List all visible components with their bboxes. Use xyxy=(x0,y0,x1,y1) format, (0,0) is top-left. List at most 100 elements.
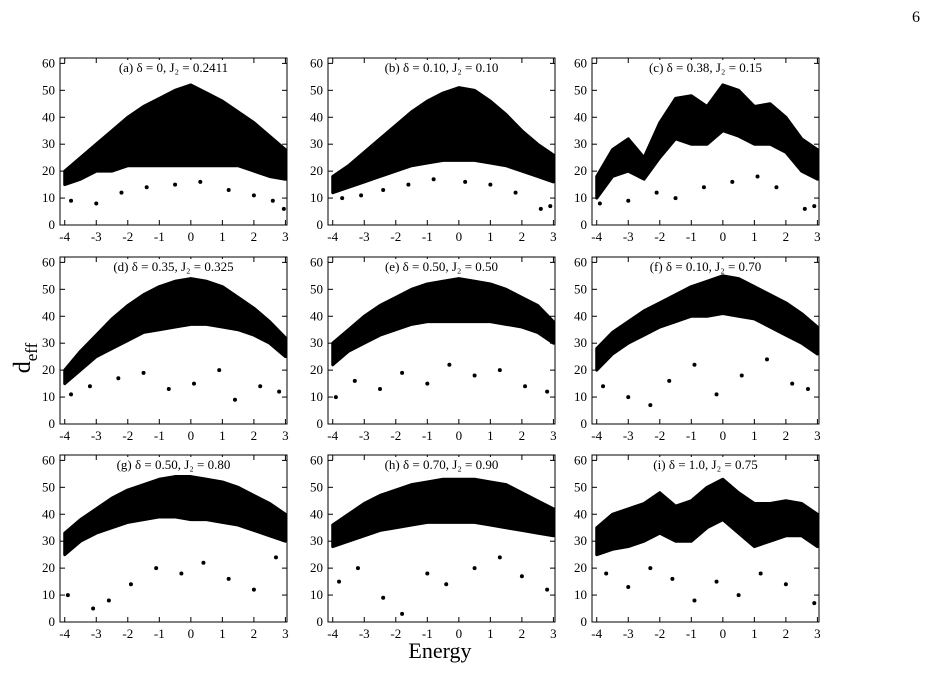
y-label-sub: eff xyxy=(22,342,41,361)
y-tick-label: 50 xyxy=(310,82,323,97)
x-tick-label: 1 xyxy=(751,626,758,641)
point xyxy=(805,386,810,391)
panel-title: (h) δ = 0.70, J₂ = 0.90 xyxy=(385,457,499,472)
title-bg xyxy=(103,259,244,274)
y-tick-label: 30 xyxy=(310,533,323,548)
point xyxy=(251,587,256,592)
point xyxy=(333,395,338,400)
point xyxy=(472,566,477,571)
point xyxy=(106,598,111,603)
x-tick-label: -3 xyxy=(359,626,370,641)
y-tick-label: 40 xyxy=(574,308,587,323)
title-bg xyxy=(103,60,244,75)
x-tick-label: 1 xyxy=(487,229,494,244)
axes-frame xyxy=(59,57,288,226)
point xyxy=(497,368,502,373)
point xyxy=(191,381,196,386)
x-tick-label: -3 xyxy=(623,229,634,244)
x-tick-label: 3 xyxy=(550,428,557,443)
point xyxy=(94,201,99,206)
y-tick-label: 60 xyxy=(42,452,55,467)
y-tick-label: 0 xyxy=(317,614,324,629)
y-tick-label: 60 xyxy=(310,452,323,467)
point xyxy=(277,389,282,394)
point xyxy=(714,579,719,584)
panel-title: (f) δ = 0.10, J₂ = 0.70 xyxy=(650,259,762,274)
point xyxy=(381,595,386,600)
y-tick-label: 60 xyxy=(42,254,55,269)
y-tick-label: 10 xyxy=(574,587,587,602)
x-tick-label: -2 xyxy=(122,626,133,641)
y-tick-label: 0 xyxy=(49,614,56,629)
y-tick-label: 10 xyxy=(574,190,587,205)
point xyxy=(116,376,121,381)
panel: 0 10 20 30 40 50 60 -4 -3 -2 -1 0 1 2 3 (d) δ = 0.35, J… xyxy=(42,254,289,443)
point xyxy=(755,174,760,179)
point xyxy=(463,179,468,184)
axes-frame xyxy=(327,57,556,226)
y-tick-label: 20 xyxy=(574,560,587,575)
x-tick-label: 2 xyxy=(519,229,526,244)
point xyxy=(545,587,550,592)
point xyxy=(812,601,817,606)
y-tick-label: 20 xyxy=(42,163,55,178)
y-tick-label: 0 xyxy=(49,217,56,232)
point xyxy=(648,403,653,408)
point xyxy=(173,182,178,187)
panel-title: (c) δ = 0.38, J₂ = 0.15 xyxy=(649,60,762,75)
y-tick-label: 60 xyxy=(574,55,587,70)
point xyxy=(69,392,74,397)
y-tick-label: 60 xyxy=(42,55,55,70)
x-tick-label: 2 xyxy=(251,229,258,244)
y-tick-label: 40 xyxy=(574,506,587,521)
point xyxy=(359,193,364,198)
point xyxy=(626,584,631,589)
y-tick-label: 40 xyxy=(42,506,55,521)
x-tick-label: 1 xyxy=(751,229,758,244)
point xyxy=(714,392,719,397)
x-tick-label: 0 xyxy=(720,229,727,244)
point xyxy=(406,182,411,187)
y-tick-label: 20 xyxy=(574,163,587,178)
point xyxy=(355,566,360,571)
x-tick-label: 3 xyxy=(550,626,557,641)
point xyxy=(232,397,237,402)
panel: 0 10 20 30 40 50 60 -4 -3 -2 -1 0 1 2 3 (i) δ = 1.0, J₂… xyxy=(574,452,821,641)
x-tick-label: -4 xyxy=(59,229,70,244)
x-tick-label: 1 xyxy=(219,626,226,641)
point xyxy=(425,571,430,576)
point xyxy=(431,177,436,182)
point xyxy=(425,381,430,386)
point xyxy=(774,185,779,190)
x-tick-label: 0 xyxy=(720,428,727,443)
panel-title: (i) δ = 1.0, J₂ = 0.75 xyxy=(653,457,757,472)
x-tick-label: -4 xyxy=(591,428,602,443)
y-tick-label: 60 xyxy=(574,254,587,269)
point xyxy=(69,198,74,203)
y-tick-label: 0 xyxy=(317,416,324,431)
panel: 0 10 20 30 40 50 60 -4 -3 -2 -1 0 1 2 3 (g) δ = 0.50, J… xyxy=(42,452,289,641)
x-tick-label: -2 xyxy=(654,626,665,641)
point xyxy=(251,193,256,198)
panel: 0 10 20 30 40 50 60 -4 -3 -2 -1 0 1 2 3 (e) δ = 0.50, J… xyxy=(310,254,557,443)
x-tick-label: -2 xyxy=(122,229,133,244)
y-tick-label: 50 xyxy=(42,82,55,97)
point xyxy=(87,384,92,389)
x-tick-label: -1 xyxy=(686,229,697,244)
point xyxy=(654,190,659,195)
y-tick-label: 40 xyxy=(574,109,587,124)
x-tick-label: 1 xyxy=(487,428,494,443)
x-tick-label: 2 xyxy=(519,626,526,641)
y-tick-label: 0 xyxy=(317,217,324,232)
y-tick-label: 50 xyxy=(42,281,55,296)
x-tick-label: -3 xyxy=(91,626,102,641)
x-tick-label: 0 xyxy=(188,626,195,641)
x-tick-label: 2 xyxy=(783,626,790,641)
axes-frame xyxy=(327,256,556,425)
y-tick-label: 50 xyxy=(574,281,587,296)
point xyxy=(381,187,386,192)
point xyxy=(673,196,678,201)
y-tick-label: 20 xyxy=(574,362,587,377)
y-tick-label: 30 xyxy=(310,136,323,151)
y-tick-label: 40 xyxy=(310,308,323,323)
